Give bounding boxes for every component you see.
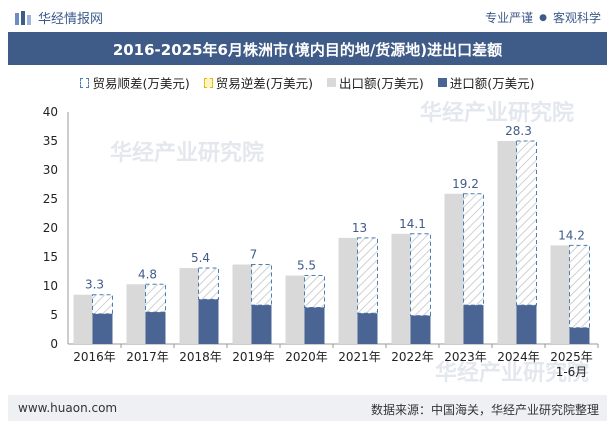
surplus-bar <box>357 237 378 314</box>
x-tick-label: 2023年 <box>444 350 487 364</box>
legend-surplus-label: 贸易顺差(万美元) <box>92 76 190 91</box>
surplus-bar <box>569 244 590 329</box>
legend-import-swatch <box>437 78 447 87</box>
import-bar <box>304 307 325 344</box>
chart-title: 2016-2025年6月株洲市(境内目的地/货源地)进出口差额 <box>112 41 503 59</box>
legend-export: 出口额(万美元) <box>327 73 424 92</box>
header-tags: 专业严谨 ● 客观科学 <box>485 9 601 26</box>
legend-deficit: 贸易逆差(万美元) <box>203 73 313 92</box>
surplus-bar <box>516 140 537 306</box>
brand-name: 华经情报网 <box>38 12 104 27</box>
surplus-bar <box>410 233 431 317</box>
x-tick-label: 2024年 <box>497 350 540 364</box>
dot-separator-icon: ● <box>539 12 547 23</box>
surplus-bar <box>198 267 219 300</box>
footer-source: 数据来源：中国海关，华经产业研究院整理 <box>370 403 599 417</box>
x-tick-label: 2016年 <box>73 350 116 364</box>
legend-import: 进口额(万美元) <box>437 73 535 92</box>
x-tick-label: 2025年 <box>550 350 593 364</box>
import-bar <box>410 315 431 344</box>
top-bar: 华经情报网 专业严谨 ● 客观科学 <box>0 0 615 32</box>
export-bar <box>126 284 147 344</box>
y-tick-label: 0 <box>50 337 58 351</box>
x-tick-label: 2021年 <box>338 350 381 364</box>
export-bar <box>497 141 518 344</box>
x-tick-label: 1-6月 <box>556 365 588 379</box>
legend-export-swatch <box>327 78 336 87</box>
y-tick-label: 30 <box>43 163 58 177</box>
import-bar <box>463 305 484 344</box>
import-bar <box>145 312 166 344</box>
import-bar <box>357 313 378 344</box>
export-bar <box>179 268 200 344</box>
brand-logo-icon <box>15 10 31 25</box>
footer: www.huaon.com 数据来源：中国海关，华经产业研究院整理 <box>8 395 607 421</box>
chart-plot: 0 5 10 15 20 25 30 35 40 2016年 2017年 2018年 2019年 2020… <box>43 105 599 379</box>
surplus-value-label: 5.4 <box>191 251 210 265</box>
y-tick-label: 20 <box>43 221 58 235</box>
import-bar <box>92 313 113 344</box>
y-tick-label: 25 <box>43 192 58 206</box>
surplus-bar <box>304 275 325 308</box>
x-tick-label: 2018年 <box>179 350 222 364</box>
surplus-value-label: 7 <box>250 248 258 262</box>
import-bar <box>569 327 590 344</box>
legend-surplus: 贸易顺差(万美元) <box>80 73 190 92</box>
x-tick-label: 2017年 <box>126 350 169 364</box>
surplus-bar <box>463 193 484 306</box>
surplus-bar <box>251 264 272 306</box>
export-bar <box>232 264 253 344</box>
export-bar <box>338 237 359 344</box>
chart-legend: 贸易顺差(万美元) 贸易逆差(万美元) 出口额(万美元) 进口额(万美元) <box>8 73 607 92</box>
surplus-value-label: 4.8 <box>138 267 157 281</box>
export-bar <box>391 233 412 344</box>
y-tick-label: 10 <box>43 279 58 293</box>
surplus-bar <box>145 283 166 313</box>
footer-site: www.huaon.com <box>18 401 118 415</box>
export-bar <box>444 193 465 344</box>
x-tick-label: 2020年 <box>285 350 328 364</box>
legend-export-label: 出口额(万美元) <box>339 76 424 91</box>
title-bar: 2016-2025年6月株洲市(境内目的地/货源地)进出口差额 <box>8 32 607 65</box>
tag-professional: 专业严谨 <box>485 11 534 25</box>
surplus-value-label: 3.3 <box>85 278 104 292</box>
y-tick-label: 35 <box>43 134 58 148</box>
surplus-value-label: 14.1 <box>399 217 426 231</box>
import-bar <box>251 305 272 344</box>
y-tick-label: 40 <box>43 105 58 119</box>
legend-surplus-swatch <box>80 77 90 88</box>
import-bar <box>198 299 219 344</box>
import-bar <box>516 305 537 344</box>
surplus-value-label: 19.2 <box>452 177 479 191</box>
tag-objective: 客观科学 <box>552 11 601 25</box>
surplus-value-label: 14.2 <box>558 228 585 242</box>
export-bar <box>550 245 571 344</box>
surplus-value-label: 5.5 <box>297 259 316 273</box>
y-tick-label: 5 <box>50 308 58 322</box>
x-tick-label: 2022年 <box>391 350 434 364</box>
export-bar <box>285 275 306 344</box>
y-tick-label: 15 <box>43 250 58 264</box>
brand: 华经情报网 <box>14 8 103 27</box>
surplus-value-label: 28.3 <box>505 124 532 138</box>
legend-import-label: 进口额(万美元) <box>449 76 535 91</box>
x-tick-label: 2019年 <box>232 350 275 364</box>
export-bar <box>73 294 94 344</box>
surplus-value-label: 13 <box>352 221 367 235</box>
legend-deficit-swatch <box>203 77 213 88</box>
legend-deficit-label: 贸易逆差(万美元) <box>215 76 313 91</box>
surplus-bar <box>92 294 113 315</box>
